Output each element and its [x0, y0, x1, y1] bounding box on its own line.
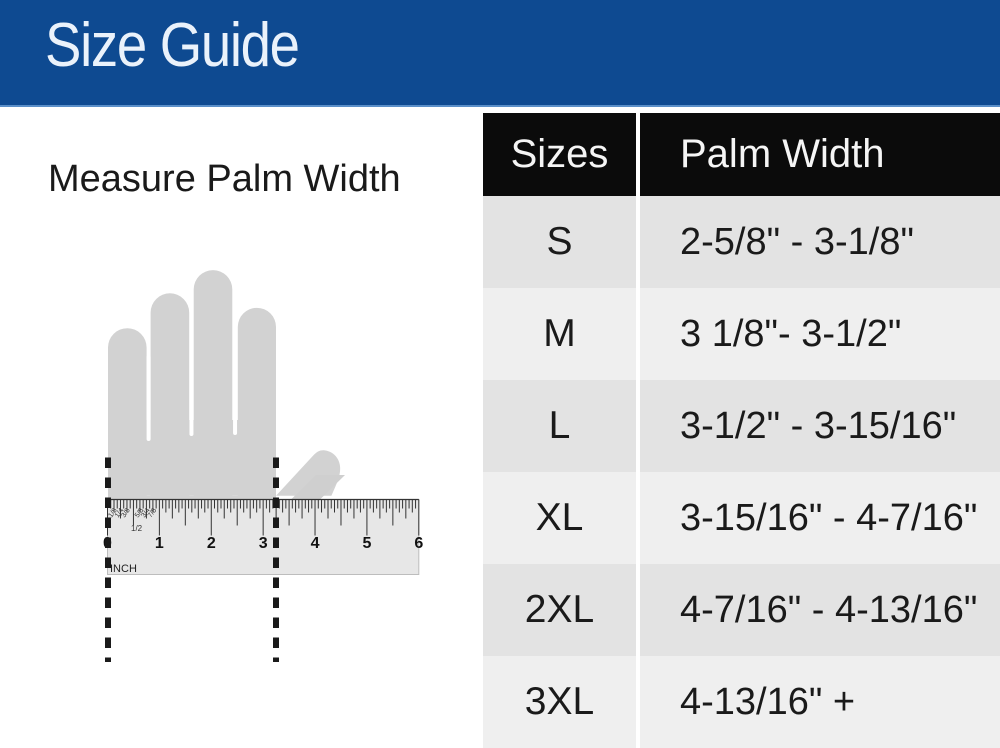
- svg-text:4: 4: [311, 535, 320, 552]
- svg-text:3: 3: [259, 535, 268, 552]
- svg-text:6: 6: [414, 535, 423, 552]
- svg-text:1/2: 1/2: [131, 524, 143, 533]
- svg-text:2: 2: [207, 535, 216, 552]
- svg-text:INCH: INCH: [110, 563, 137, 575]
- svg-text:1: 1: [155, 535, 164, 552]
- svg-text:5: 5: [362, 535, 371, 552]
